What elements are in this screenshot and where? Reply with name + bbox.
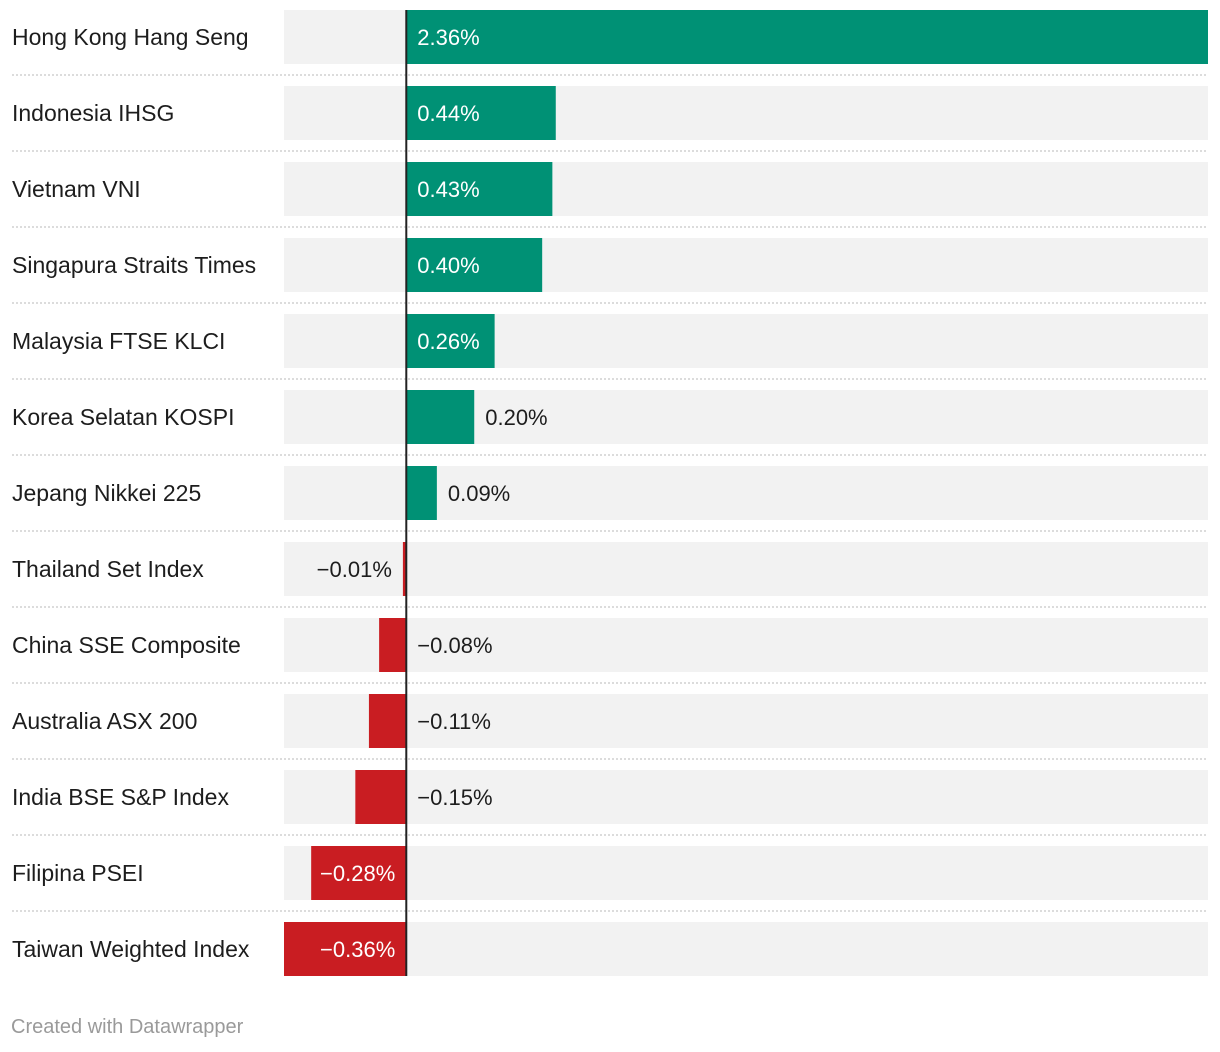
- category-label: China SSE Composite: [12, 632, 241, 658]
- category-label: Singapura Straits Times: [12, 252, 256, 278]
- value-label: −0.36%: [320, 937, 395, 962]
- value-label: −0.08%: [417, 633, 492, 658]
- data-bar: [311, 846, 407, 900]
- value-label: 0.40%: [417, 253, 479, 278]
- bar-chart: Hong Kong Hang Seng 2.36% Indonesia IHSG 0.…: [12, 10, 1208, 976]
- data-bar: [368, 694, 407, 748]
- bar-track: [284, 466, 1208, 520]
- data-bar: [406, 238, 543, 292]
- data-bar: [406, 10, 1208, 64]
- category-label: Korea Selatan KOSPI: [12, 404, 234, 430]
- category-label: Taiwan Weighted Index: [12, 936, 250, 962]
- data-bar: [406, 390, 475, 444]
- data-bar: [284, 922, 407, 976]
- bar-track: [284, 694, 1208, 748]
- value-label: −0.11%: [417, 709, 491, 734]
- bar-track: [284, 770, 1208, 824]
- category-label: Malaysia FTSE KLCI: [12, 328, 225, 354]
- value-label: 0.44%: [417, 101, 479, 126]
- category-label: Thailand Set Index: [12, 556, 204, 582]
- value-label: 0.43%: [417, 177, 479, 202]
- data-bar: [355, 770, 407, 824]
- category-label: Vietnam VNI: [12, 176, 141, 202]
- datawrapper-credit[interactable]: Created with Datawrapper: [11, 1016, 244, 1038]
- value-label: 2.36%: [417, 25, 479, 50]
- value-label: −0.15%: [417, 785, 492, 810]
- category-label: Indonesia IHSG: [12, 100, 174, 126]
- bar-track: [284, 846, 1208, 900]
- data-bar: [406, 466, 437, 520]
- value-label: 0.20%: [485, 405, 547, 430]
- category-label: Hong Kong Hang Seng: [12, 24, 249, 50]
- data-bar: [406, 162, 553, 216]
- data-bar: [402, 542, 407, 596]
- value-label: 0.09%: [448, 481, 510, 506]
- category-label: India BSE S&P Index: [12, 784, 229, 810]
- category-label: Australia ASX 200: [12, 708, 197, 734]
- bar-track: [284, 618, 1208, 672]
- data-bar: [379, 618, 407, 672]
- data-bar: [406, 86, 556, 140]
- bar-track: [284, 922, 1208, 976]
- value-label: −0.28%: [320, 861, 395, 886]
- category-label: Filipina PSEI: [12, 860, 144, 886]
- value-label: 0.26%: [417, 329, 479, 354]
- category-label: Jepang Nikkei 225: [12, 480, 201, 506]
- data-bar: [406, 314, 495, 368]
- bar-track: [284, 542, 1208, 596]
- value-label: −0.01%: [317, 557, 392, 582]
